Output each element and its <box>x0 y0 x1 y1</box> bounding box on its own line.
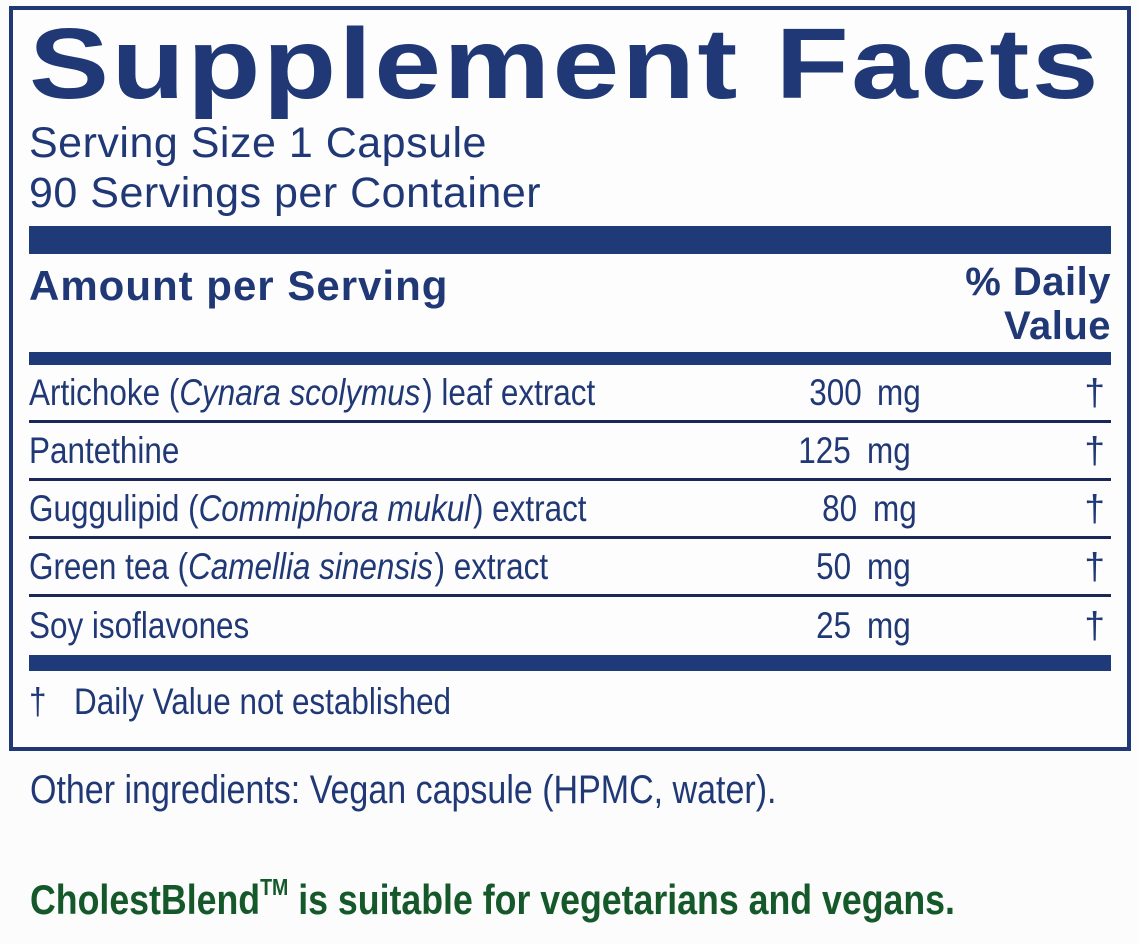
table-row: Guggulipid (Commiphora mukul) extract 80… <box>29 481 1111 539</box>
table-row: Soy isoflavones 25 mg † <box>29 597 1111 655</box>
daily-value-symbol: † <box>1084 371 1105 413</box>
latin-name: Cynara scolymus <box>179 371 421 413</box>
table-row: Artichoke (Cynara scolymus) leaf extract… <box>29 365 1111 423</box>
dv-header-line2: Value <box>1003 304 1111 348</box>
table-row: Pantethine 125 mg † <box>29 423 1111 481</box>
serving-size: Serving Size 1 Capsule <box>29 119 487 167</box>
divider-bar-mid <box>29 352 1111 365</box>
column-header-row: Amount per Serving % Daily Value <box>29 260 1111 352</box>
ingredient-amount: 300 mg <box>808 371 921 413</box>
ingredient-name: Artichoke (Cynara scolymus) leaf extract <box>29 371 596 413</box>
daily-value-symbol: † <box>1084 545 1105 587</box>
brand-name: CholestBlend <box>30 876 261 923</box>
latin-name: Camellia sinensis <box>188 545 433 587</box>
amount-unit: mg <box>877 371 921 413</box>
amount-unit: mg <box>867 545 911 587</box>
ingredient-table: Artichoke (Cynara scolymus) leaf extract… <box>29 365 1111 655</box>
ingredient-name: Soy isoflavones <box>29 605 251 646</box>
supplement-facts-panel: Supplement Facts Serving Size 1 Capsule … <box>9 6 1131 751</box>
percent-daily-value-header: % Daily Value <box>965 260 1111 348</box>
daily-value-footnote: † Daily Value not established <box>29 681 1111 723</box>
vegetarian-claim-line: CholestBlendTM is suitable for vegetaria… <box>30 874 1118 924</box>
amount-unit: mg <box>867 429 911 471</box>
footnote-text: Daily Value not established <box>73 681 451 722</box>
dagger-symbol: † <box>29 681 47 722</box>
serving-info: Serving Size 1 Capsule 90 Servings per C… <box>29 118 1111 218</box>
servings-per-container: 90 Servings per Container <box>29 169 542 217</box>
ingredient-amount: 50 mg <box>816 545 911 587</box>
amount-per-serving-header: Amount per Serving <box>29 262 449 309</box>
ingredient-name: Guggulipid (Commiphora mukul) extract <box>29 487 587 529</box>
daily-value-symbol: † <box>1084 605 1105 646</box>
trademark-symbol: TM <box>260 874 289 900</box>
daily-value-symbol: † <box>1084 487 1105 529</box>
latin-name: Commiphora mukul <box>198 487 472 529</box>
ingredient-amount: 125 mg <box>798 429 911 471</box>
dv-header-line1: % Daily <box>965 260 1111 304</box>
ingredient-name: Pantethine <box>29 429 181 471</box>
ingredient-name: Green tea (Camellia sinensis) extract <box>29 545 549 587</box>
ingredient-amount: 25 mg <box>816 605 911 646</box>
daily-value-symbol: † <box>1084 429 1105 471</box>
divider-bar-thick <box>29 226 1111 254</box>
other-ingredients-line: Other ingredients: Vegan capsule (HPMC, … <box>30 768 777 812</box>
latin-name <box>249 605 251 646</box>
panel-title: Supplement Facts <box>29 8 1101 120</box>
claim-text: is suitable for vegetarians and vegans. <box>288 876 955 923</box>
ingredient-amount: 80 mg <box>821 487 917 529</box>
table-row: Green tea (Camellia sinensis) extract 50… <box>29 539 1111 597</box>
latin-name <box>179 430 181 471</box>
amount-unit: mg <box>872 487 917 529</box>
divider-bar-footnote <box>29 655 1111 671</box>
amount-unit: mg <box>867 605 911 646</box>
